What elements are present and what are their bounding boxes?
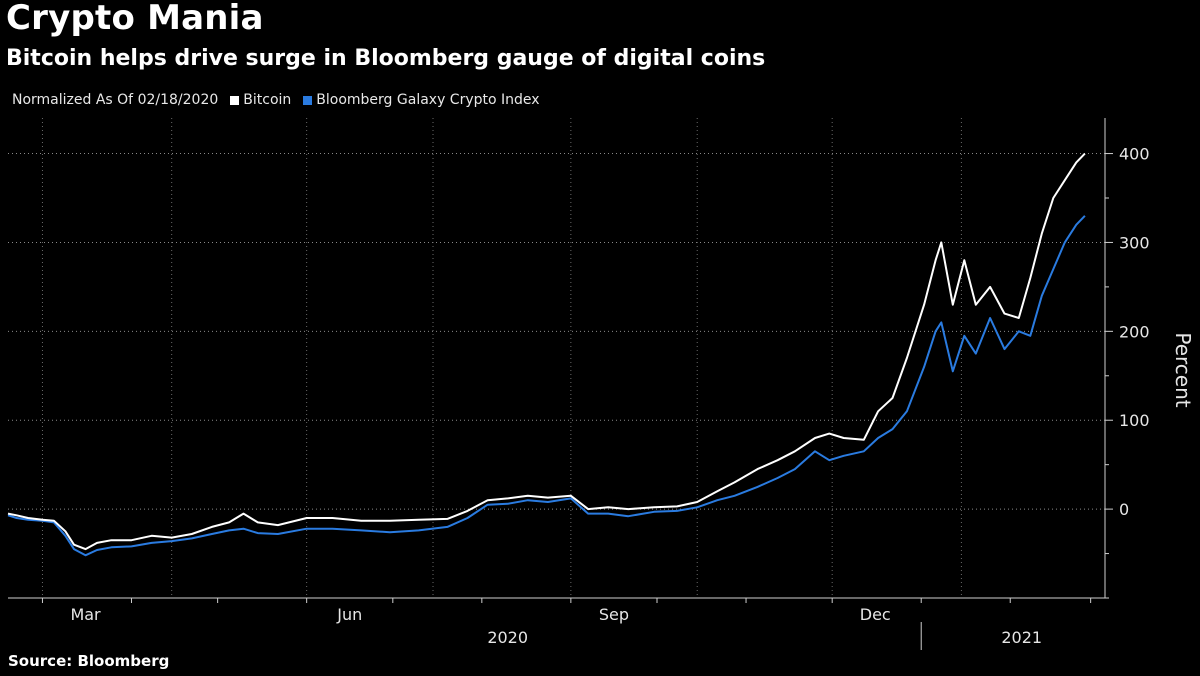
- source-note: Source: Bloomberg: [8, 652, 170, 670]
- y-tick-label: 400: [1119, 145, 1150, 164]
- legend-swatch-bitcoin: [230, 95, 240, 105]
- legend-label-galaxy: Bloomberg Galaxy Crypto Index: [316, 92, 540, 108]
- legend-note: Normalized As Of 02/18/2020: [12, 92, 219, 108]
- chart-subtitle: Bitcoin helps drive surge in Bloomberg g…: [6, 46, 766, 71]
- x-year-label: 2021: [1001, 628, 1042, 647]
- legend-item-galaxy: Bloomberg Galaxy Crypto Index: [303, 92, 540, 108]
- grid: [8, 118, 1105, 598]
- x-year-label: 2020: [487, 628, 528, 647]
- legend-item-bitcoin: Bitcoin: [230, 92, 291, 108]
- y-tick-label: 100: [1119, 411, 1150, 430]
- y-tick-label: 0: [1119, 500, 1129, 519]
- galaxy-index-line: [7, 215, 1086, 557]
- chart-title: Crypto Mania: [6, 0, 264, 38]
- legend-swatch-galaxy: [303, 95, 313, 105]
- series-lines: [7, 152, 1086, 557]
- axes: 0 100 200 300 400 Mar Jun Sep Dec 2020 2021: [8, 118, 1150, 650]
- x-tick-label: Mar: [70, 605, 101, 624]
- x-tick-label: Jun: [336, 605, 362, 624]
- y-tick-label: 300: [1119, 233, 1150, 252]
- x-tick-label: Dec: [860, 605, 891, 624]
- y-tick-label: 200: [1119, 322, 1150, 341]
- legend-label-bitcoin: Bitcoin: [243, 92, 292, 108]
- legend: Normalized As Of 02/18/2020 Bitcoin Bloo…: [12, 92, 540, 108]
- bitcoin-line: [7, 152, 1086, 551]
- y-axis-label: Percent: [1171, 332, 1195, 407]
- x-tick-label: Sep: [599, 605, 629, 624]
